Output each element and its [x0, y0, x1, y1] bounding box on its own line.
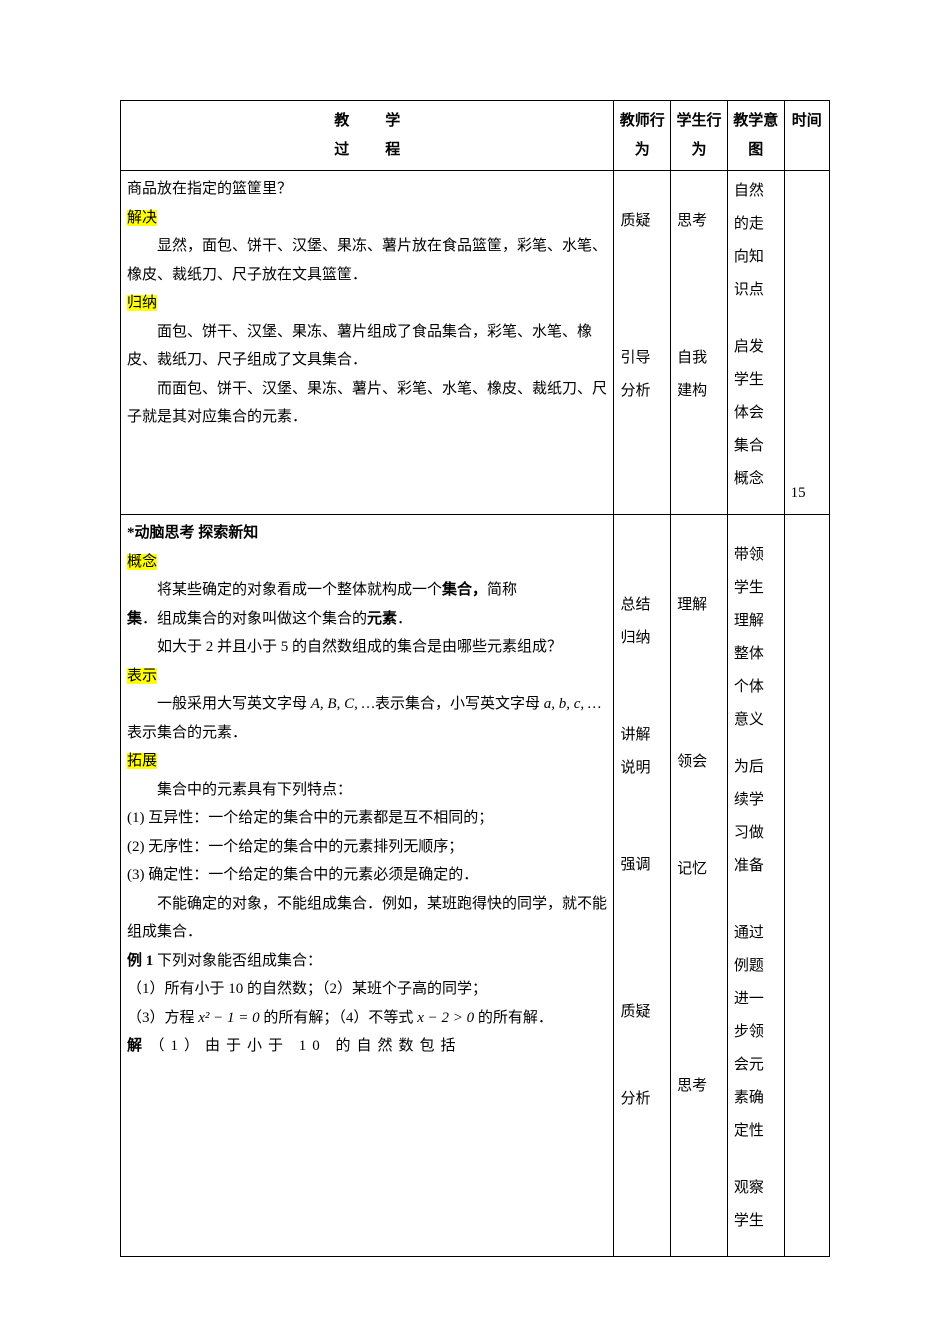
- r2-li3: (3) 确定性：一个给定的集合中的元素必须是确定的．: [127, 861, 607, 890]
- header-main-line2: 过程: [125, 136, 609, 165]
- r2-t4: 质疑: [620, 996, 664, 1029]
- r1-t2: 引导分析: [620, 342, 664, 408]
- r1-time: 15: [791, 477, 823, 510]
- r2-ex: 例 1 下列对象能否组成集合：: [127, 947, 607, 976]
- r2-title: *动脑思考 探索新知: [127, 519, 607, 548]
- content-row-1: 商品放在指定的篮筐里？ 解决 显然，面包、饼干、汉堡、果冻、薯片放在食品篮筐，彩…: [121, 171, 830, 515]
- header-intent: 教学意图: [727, 101, 784, 171]
- r2-line6: 不能确定的对象，不能组成集合．例如，某班跑得快的同学，就不能组成集合．: [127, 890, 607, 947]
- intent-cell-1: 自然的走向知识点 启发学生体会集合概念: [727, 171, 784, 515]
- r2-sol-text: （1）由于小于 10 的自然数包括: [150, 1038, 462, 1054]
- r2-t1: 总结归纳: [620, 589, 664, 655]
- r2-ex2f: x² − 1 = 0: [198, 1010, 259, 1026]
- r2-l2c: 元素: [367, 611, 397, 627]
- r1-s2: 自我建构: [677, 342, 721, 408]
- r2-ex2b: 的所有解；（4）不等式: [260, 1010, 418, 1026]
- r1-i1: 自然的走向知识点: [734, 175, 778, 307]
- r2-concept: 概念: [127, 548, 607, 577]
- r2-line2: 集．组成集合的对象叫做这个集合的元素．: [127, 605, 607, 634]
- r2-sol: 解 （1）由于小于 10 的自然数包括: [127, 1032, 607, 1061]
- r1-line3: 面包、饼干、汉堡、果冻、薯片组成了食品集合，彩笔、水笔、橡皮、裁纸刀、尺子组成了…: [127, 318, 607, 375]
- r1-guina-label: 归纳: [127, 295, 157, 311]
- main-cell-1: 商品放在指定的篮筐里？ 解决 显然，面包、饼干、汉堡、果冻、薯片放在食品篮筐，彩…: [121, 171, 614, 515]
- r2-i4: 观察学生: [734, 1172, 778, 1238]
- time-cell-2: [784, 515, 829, 1257]
- r2-ex1: （1）所有小于 10 的自然数；（2）某班个子高的同学；: [127, 975, 607, 1004]
- r1-line2: 显然，面包、饼干、汉堡、果冻、薯片放在食品篮筐，彩笔、水笔、橡皮、裁纸刀、尺子放…: [127, 232, 607, 289]
- r1-solve-label: 解决: [127, 210, 157, 226]
- r1-guina: 归纳: [127, 289, 607, 318]
- r2-l1c: 简称: [487, 582, 517, 598]
- r2-l1b: 集合，: [442, 582, 487, 598]
- header-student: 学生行为: [671, 101, 728, 171]
- r2-sol-label: 解: [127, 1038, 142, 1054]
- teacher-cell-1: 质疑 引导分析: [614, 171, 671, 515]
- time-cell-1: 15: [784, 171, 829, 515]
- r2-line5: 集合中的元素具有下列特点：: [127, 776, 607, 805]
- header-teacher: 教师行为: [614, 101, 671, 171]
- r2-l1a: 将某些确定的对象看成一个整体就构成一个: [157, 582, 442, 598]
- r2-l4f2: a, b, c, …: [544, 696, 602, 712]
- r2-ex2c: 的所有解．: [474, 1010, 553, 1026]
- r2-l4f: A, B, C, …: [311, 696, 375, 712]
- r2-s2: 领会: [677, 746, 721, 779]
- r2-line3: 如大于 2 并且小于 5 的自然数组成的集合是由哪些元素组成？: [127, 633, 607, 662]
- r2-ex-text: 下列对象能否组成集合：: [153, 953, 322, 969]
- r2-ex2a: （3）方程: [127, 1010, 198, 1026]
- r2-i2: 为后续学习做准备: [734, 751, 778, 883]
- r2-l2b: ．组成集合的对象叫做这个集合的: [142, 611, 367, 627]
- r2-i3: 通过例题进一步领会元素确定性: [734, 917, 778, 1148]
- r2-t3: 强调: [620, 849, 664, 882]
- r2-l4a: 一般采用大写英文字母: [157, 696, 311, 712]
- r2-biaoshi: 表示: [127, 662, 607, 691]
- r2-ex-label: 例 1: [127, 953, 153, 969]
- intent-cell-2: 带领学生理解整体个体意义 为后续学习做准备 通过例题进一步领会元素确定性 观察学…: [727, 515, 784, 1257]
- r1-s1: 思考: [677, 205, 721, 238]
- r2-tuozhan: 拓展: [127, 747, 607, 776]
- r1-line4: 而面包、饼干、汉堡、果冻、薯片、彩笔、水笔、橡皮、裁纸刀、尺子就是其对应集合的元…: [127, 375, 607, 432]
- r2-s4: 思考: [677, 1070, 721, 1103]
- r2-ex2: （3）方程 x² − 1 = 0 的所有解；（4）不等式 x − 2 > 0 的…: [127, 1004, 607, 1033]
- r2-s3: 记忆: [677, 853, 721, 886]
- r2-biaoshi-label: 表示: [127, 668, 157, 684]
- r2-li1: (1) 互异性：一个给定的集合中的元素都是互不相同的；: [127, 804, 607, 833]
- student-cell-1: 思考 自我建构: [671, 171, 728, 515]
- lesson-table: 教学 过程 教师行为 学生行为 教学意图 时间 商品放在指定的篮筐里？ 解决 显…: [120, 100, 830, 1257]
- main-cell-2: *动脑思考 探索新知 概念 将某些确定的对象看成一个整体就构成一个集合，简称 集…: [121, 515, 614, 1257]
- header-main: 教学 过程: [121, 101, 614, 171]
- r1-i2: 启发学生体会集合概念: [734, 331, 778, 496]
- r1-line1: 商品放在指定的篮筐里？: [127, 175, 607, 204]
- r2-l2d: ．: [397, 611, 412, 627]
- r2-l4b: 表示集合，小写英文字母: [375, 696, 544, 712]
- r2-line4: 一般采用大写英文字母 A, B, C, …表示集合，小写英文字母 a, b, c…: [127, 690, 607, 747]
- r2-tuozhan-label: 拓展: [127, 753, 157, 769]
- r2-s1: 理解: [677, 589, 721, 622]
- header-time: 时间: [784, 101, 829, 171]
- r2-li2: (2) 无序性：一个给定的集合中的元素排列无顺序；: [127, 833, 607, 862]
- r2-l4c: 表示集合的元素．: [127, 725, 247, 741]
- r2-t5: 分析: [620, 1083, 664, 1116]
- r1-solve: 解决: [127, 204, 607, 233]
- student-cell-2: 理解 领会 记忆 思考: [671, 515, 728, 1257]
- r2-concept-label: 概念: [127, 554, 157, 570]
- content-row-2: *动脑思考 探索新知 概念 将某些确定的对象看成一个整体就构成一个集合，简称 集…: [121, 515, 830, 1257]
- r2-t2: 讲解说明: [620, 719, 664, 785]
- r2-i1: 带领学生理解整体个体意义: [734, 539, 778, 737]
- page: 教学 过程 教师行为 学生行为 教学意图 时间 商品放在指定的篮筐里？ 解决 显…: [0, 0, 950, 1344]
- header-row: 教学 过程 教师行为 学生行为 教学意图 时间: [121, 101, 830, 171]
- r2-line1: 将某些确定的对象看成一个整体就构成一个集合，简称: [127, 576, 607, 605]
- header-main-line1: 教学: [125, 107, 609, 136]
- r2-ex2f2: x − 2 > 0: [417, 1010, 474, 1026]
- r1-t1: 质疑: [620, 205, 664, 238]
- teacher-cell-2: 总结归纳 讲解说明 强调 质疑 分析: [614, 515, 671, 1257]
- r2-l2a: 集: [127, 611, 142, 627]
